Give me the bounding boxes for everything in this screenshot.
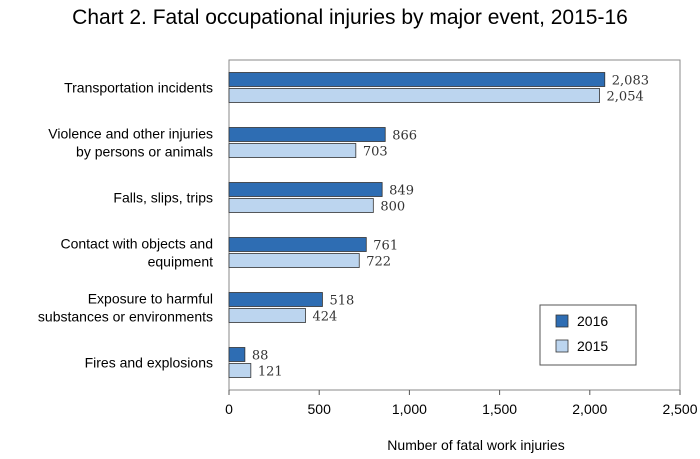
bar-2015-2: [228, 198, 374, 213]
value-label-2015-2: 800: [380, 200, 405, 215]
value-label-2016-3: 761: [373, 239, 398, 254]
bar-2016-3: [228, 237, 367, 252]
bar-2015-3: [228, 253, 360, 268]
bar-2016-5: [228, 347, 246, 362]
value-label-2015-1: 703: [363, 145, 388, 160]
bar-2016-1: [228, 127, 386, 142]
category-label-2: Falls, slips, trips: [113, 190, 213, 206]
legend-swatch-2015: [555, 339, 569, 353]
bar-2016-4: [228, 292, 323, 307]
x-axis-label: Number of fatal work injuries: [387, 437, 564, 453]
bar-2015-0: [228, 88, 600, 103]
value-label-2015-0: 2,054: [607, 90, 644, 105]
x-tick-label-5: 2,500: [662, 401, 697, 417]
category-label-1-line0: Violence and other injuries: [48, 126, 213, 142]
value-label-2015-4: 424: [312, 310, 337, 325]
value-label-2016-1: 866: [392, 129, 417, 144]
bar-2015-1: [228, 143, 357, 158]
bar-2015-4: [228, 308, 306, 323]
category-label-4-line0: Exposure to harmful: [88, 291, 213, 307]
legend-label-2016: 2016: [577, 313, 608, 329]
x-tick-label-2: 1,000: [392, 401, 427, 417]
value-label-2015-3: 722: [366, 255, 391, 270]
value-label-2016-2: 849: [389, 184, 414, 199]
legend-label-2015: 2015: [577, 338, 608, 354]
bar-2016-0: [228, 72, 606, 87]
bar-2015-5: [228, 363, 252, 378]
category-label-3-line0: Contact with objects and: [60, 236, 213, 252]
category-label-5: Fires and explosions: [85, 355, 213, 371]
category-label-0: Transportation incidents: [64, 80, 213, 96]
plot-area: [228, 59, 681, 391]
category-label-3-line1: equipment: [148, 254, 213, 270]
category-label-1-line1: by persons or animals: [76, 144, 213, 160]
value-label-2016-5: 88: [252, 349, 269, 364]
value-label-2015-5: 121: [258, 365, 283, 380]
bar-2016-2: [228, 182, 383, 197]
legend-swatch-2016: [555, 314, 569, 328]
x-tick-label-1: 500: [308, 401, 332, 417]
x-tick-label-0: 0: [225, 401, 233, 417]
x-tick-label-4: 2,000: [572, 401, 607, 417]
x-tick-label-3: 1,500: [482, 401, 517, 417]
chart-title: Chart 2. Fatal occupational injuries by …: [72, 6, 628, 29]
category-label-4-line1: substances or environments: [38, 309, 213, 325]
value-label-2016-0: 2,083: [612, 74, 649, 89]
value-label-2016-4: 518: [329, 294, 354, 309]
